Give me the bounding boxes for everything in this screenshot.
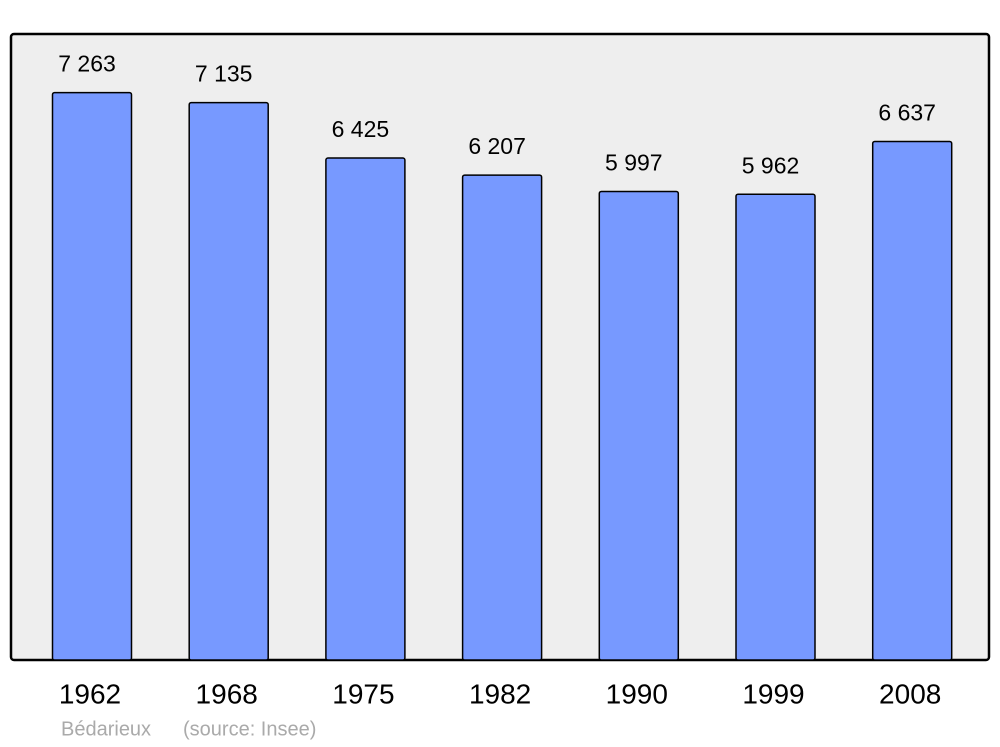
x-tick-label: 1999 bbox=[742, 678, 804, 709]
value-label: 5 962 bbox=[742, 152, 800, 178]
x-tick-label: 1968 bbox=[196, 678, 258, 709]
bar bbox=[871, 140, 953, 661]
value-label: 5 997 bbox=[605, 150, 663, 176]
x-tick-label: 1975 bbox=[332, 678, 394, 709]
x-tick-label: 2008 bbox=[879, 678, 941, 709]
bar bbox=[51, 91, 133, 661]
x-tick-label: 1982 bbox=[469, 678, 531, 709]
value-label: 6 425 bbox=[332, 116, 390, 142]
value-label: 7 135 bbox=[195, 61, 253, 87]
bar bbox=[735, 193, 816, 661]
value-label: 7 263 bbox=[58, 51, 116, 77]
x-tick-label: 1962 bbox=[59, 678, 121, 709]
bar bbox=[598, 190, 680, 661]
place-label: Bédarieux bbox=[61, 718, 151, 740]
bar bbox=[325, 157, 406, 661]
bar bbox=[461, 174, 543, 661]
bar bbox=[188, 101, 269, 661]
value-label: 6 637 bbox=[878, 100, 936, 126]
value-label: 6 207 bbox=[468, 133, 526, 159]
source-label: (source: Insee) bbox=[183, 718, 316, 740]
x-tick-label: 1990 bbox=[606, 678, 668, 709]
